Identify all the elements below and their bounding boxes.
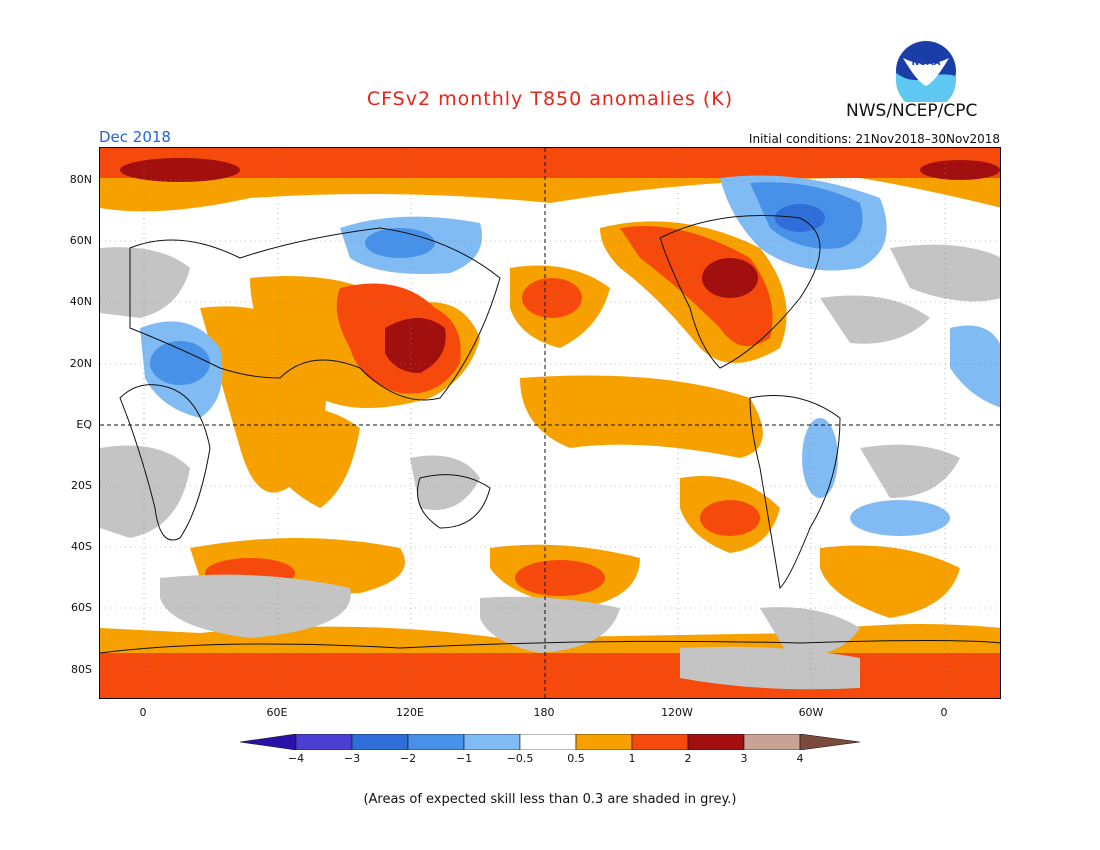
colorbar-label-neg2: −2	[399, 752, 417, 765]
lon-label-60w: 60W	[798, 706, 824, 719]
colorbar	[240, 734, 861, 750]
map-title: CFSv2 monthly T850 anomalies (K)	[366, 88, 734, 110]
lon-label-0-west: 0	[139, 706, 147, 719]
lon-label-60e: 60E	[266, 706, 288, 719]
lat-label-40s: 40S	[71, 540, 92, 553]
lon-label-120e: 120E	[396, 706, 424, 719]
skill-note: (Areas of expected skill less than 0.3 a…	[363, 792, 737, 807]
colorbar-arrow-left	[240, 734, 297, 750]
colorbar-label-neg4: −4	[287, 752, 305, 765]
colorbar-bin-6	[575, 734, 633, 750]
colorbar-label-neg1: −1	[455, 752, 473, 765]
lat-label-20s: 20S	[71, 479, 92, 492]
colorbar-label-1: 1	[628, 752, 636, 765]
lat-label-60n: 60N	[69, 234, 92, 247]
lat-label-80s: 80S	[71, 663, 92, 676]
anomaly-field	[100, 148, 1000, 698]
lon-label-0-east: 0	[940, 706, 948, 719]
colorbar-label-3: 3	[740, 752, 748, 765]
colorbar-label-4: 4	[796, 752, 804, 765]
colorbar-label-2: 2	[684, 752, 692, 765]
colorbar-bin-4	[463, 734, 521, 750]
forecast-month: Dec 2018	[99, 128, 171, 146]
colorbar-label-neg05: −0.5	[506, 752, 534, 765]
logo-text: NOAA	[912, 58, 941, 68]
initial-conditions-label: Initial conditions: 21Nov2018–30Nov2018	[748, 132, 1000, 146]
colorbar-label-05: 0.5	[567, 752, 585, 765]
colorbar-bin-7	[631, 734, 689, 750]
anomaly-map	[99, 147, 1001, 699]
colorbar-arrow-right	[799, 734, 861, 750]
noaa-logo: NOAA	[896, 41, 956, 102]
agency-label: NWS/NCEP/CPC	[846, 101, 978, 121]
colorbar-bin-3	[407, 734, 465, 750]
lat-label-60s: 60S	[71, 601, 92, 614]
colorbar-bin-1	[295, 734, 353, 750]
lon-label-180: 180	[533, 706, 555, 719]
lat-label-40n: 40N	[69, 295, 92, 308]
lat-label-eq: EQ	[76, 418, 92, 431]
colorbar-bin-8	[687, 734, 745, 750]
lon-label-120w: 120W	[661, 706, 693, 719]
lat-label-20n: 20N	[69, 357, 92, 370]
colorbar-bin-2	[351, 734, 409, 750]
colorbar-label-neg3: −3	[343, 752, 361, 765]
colorbar-bin-9	[743, 734, 801, 750]
colorbar-bin-5	[519, 734, 577, 750]
lat-label-80n: 80N	[69, 173, 92, 186]
